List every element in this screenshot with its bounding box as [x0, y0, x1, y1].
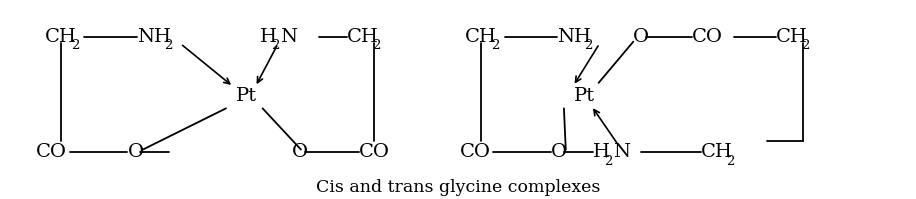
Text: N: N: [613, 143, 630, 161]
Text: CH: CH: [701, 143, 733, 161]
Text: 2: 2: [802, 39, 810, 52]
Text: Cis and trans glycine complexes: Cis and trans glycine complexes: [316, 179, 600, 196]
Text: Pt: Pt: [573, 87, 594, 105]
Text: CH: CH: [465, 28, 497, 46]
Text: 2: 2: [605, 155, 613, 168]
Text: 2: 2: [164, 39, 172, 52]
Text: NH: NH: [557, 28, 591, 46]
Text: NH: NH: [136, 28, 170, 46]
Text: 2: 2: [372, 39, 380, 52]
Text: Pt: Pt: [235, 87, 256, 105]
Text: O: O: [127, 143, 144, 161]
Text: H: H: [594, 143, 610, 161]
Text: 2: 2: [491, 39, 499, 52]
Text: O: O: [292, 143, 308, 161]
Text: CO: CO: [692, 28, 723, 46]
Text: CH: CH: [346, 28, 378, 46]
Text: O: O: [633, 28, 649, 46]
Text: 2: 2: [584, 39, 593, 52]
Text: O: O: [551, 143, 567, 161]
Text: CH: CH: [45, 28, 77, 46]
Text: CH: CH: [776, 28, 808, 46]
Text: 2: 2: [726, 155, 735, 168]
Text: 2: 2: [71, 39, 79, 52]
Text: CO: CO: [36, 143, 67, 161]
Text: H: H: [260, 28, 277, 46]
Text: CO: CO: [359, 143, 390, 161]
Text: N: N: [280, 28, 297, 46]
Text: 2: 2: [271, 39, 279, 52]
Text: CO: CO: [460, 143, 491, 161]
